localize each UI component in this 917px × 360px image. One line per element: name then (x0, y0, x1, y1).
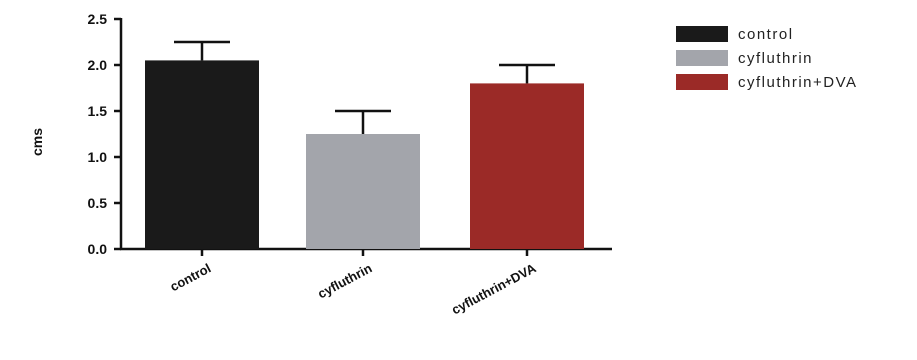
legend-swatch (676, 74, 728, 90)
legend-item: control (676, 26, 794, 43)
y-tick-label: 0.5 (88, 195, 108, 211)
legend-label: control (738, 26, 794, 43)
y-tick-label: 2.5 (88, 11, 108, 27)
y-axis-label: cms (29, 128, 45, 156)
legend-swatch (676, 26, 728, 42)
x-category-label: control (167, 260, 213, 294)
bar-cyfluthrin (306, 134, 420, 249)
y-tick-label: 1.0 (88, 149, 108, 165)
bar-control (145, 60, 259, 250)
legend: control cyfluthrin cyfluthrin+DVA (676, 26, 858, 91)
legend-label: cyfluthrin (738, 50, 813, 67)
error-bar (174, 40, 230, 61)
legend-label: cyfluthrin+DVA (738, 74, 858, 91)
legend-item: cyfluthrin+DVA (676, 74, 858, 91)
legend-swatch (676, 50, 728, 66)
y-tick-label: 1.5 (88, 103, 108, 119)
y-axis-ticks: 0.0 0.5 1.0 1.5 2.0 2.5 (88, 11, 121, 257)
error-bar (335, 109, 391, 134)
y-tick-label: 2.0 (88, 57, 108, 73)
y-tick-label: 0.0 (88, 241, 108, 257)
error-bar (499, 63, 555, 84)
x-category-label: cyfluthrin+DVA (449, 260, 539, 317)
x-category-label: cyfluthrin (315, 260, 374, 301)
error-bars (174, 40, 555, 134)
legend-item: cyfluthrin (676, 50, 813, 67)
bar-cyfluthrin-dva (470, 83, 584, 250)
x-axis-labels: control cyfluthrin cyfluthrin+DVA (167, 249, 539, 317)
bars (145, 60, 584, 250)
